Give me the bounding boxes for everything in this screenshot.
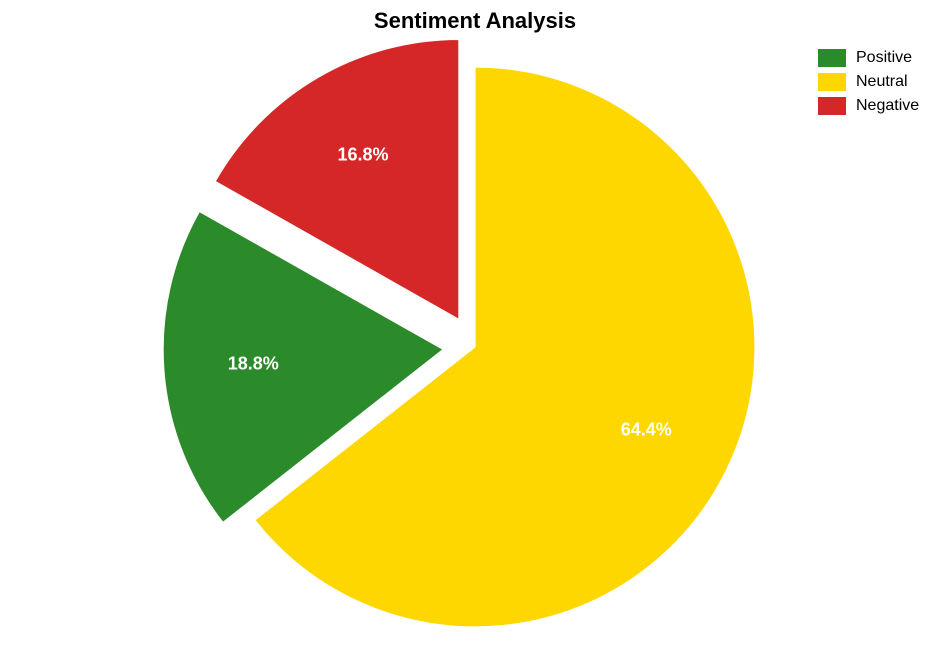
- pie-slice-label-neutral: 64.4%: [621, 420, 672, 441]
- sentiment-pie-chart: Sentiment Analysis PositiveNeutralNegati…: [0, 0, 950, 662]
- pie-slice-label-positive: 18.8%: [228, 353, 279, 374]
- chart-legend: Positive Neutral Negative: [818, 48, 919, 120]
- pie-slice-label-negative: 16.8%: [337, 144, 388, 165]
- legend-label: Negative: [856, 97, 919, 115]
- legend-swatch-icon: [818, 97, 846, 115]
- legend-item-neutral: Neutral: [818, 72, 919, 92]
- legend-item-positive: Positive: [818, 48, 919, 68]
- legend-label: Positive: [856, 49, 912, 67]
- legend-item-negative: Negative: [818, 96, 919, 116]
- pie-svg: [0, 0, 950, 662]
- legend-swatch-icon: [818, 49, 846, 67]
- legend-swatch-icon: [818, 73, 846, 91]
- legend-label: Neutral: [856, 73, 908, 91]
